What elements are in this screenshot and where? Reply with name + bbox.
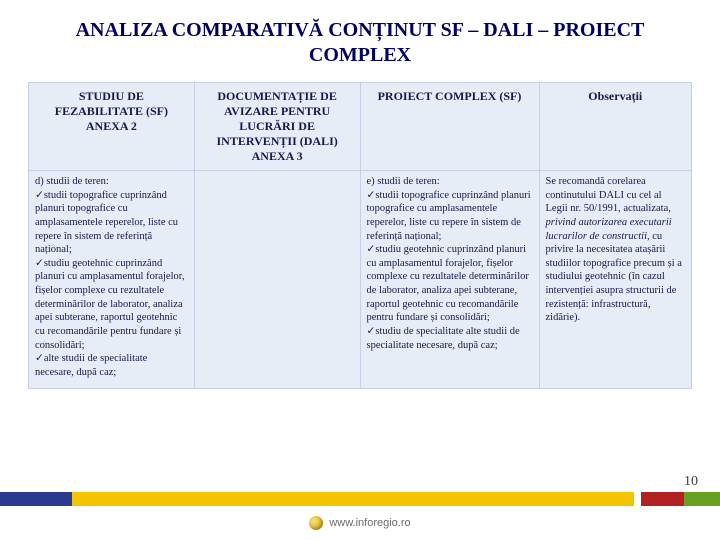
cell-bullet: alte studii de specialitate necesare, du… bbox=[35, 353, 147, 378]
check-icon: ✓ bbox=[35, 257, 44, 269]
cell-proiect: e) studii de teren: ✓studii topografice … bbox=[360, 171, 539, 389]
cell-bullet: studiu geotehnic cuprinzând planuri cu a… bbox=[35, 258, 184, 351]
page-number: 10 bbox=[684, 474, 698, 490]
footer-stripe bbox=[0, 492, 720, 506]
obs-text-c: , cu privire la necesitatea atașării stu… bbox=[546, 231, 682, 324]
cell-bullet: studiu geotehnic cuprinzând planuri cu a… bbox=[367, 244, 529, 323]
footer-logo: www.inforegio.ro bbox=[0, 506, 720, 540]
cell-observatii: Se recomandă corelarea continutului DALI… bbox=[539, 171, 692, 389]
cell-intro: e) studii de teren: bbox=[367, 176, 440, 187]
col-header-dali: DOCUMENTAȚIE DE AVIZARE PENTRU LUCRĂRI D… bbox=[194, 83, 360, 171]
cell-bullet: studii topografice cuprinzând planuri to… bbox=[35, 190, 178, 256]
footer-site-text: www.inforegio.ro bbox=[329, 517, 410, 529]
check-icon: ✓ bbox=[367, 325, 376, 337]
stripe-segment bbox=[684, 492, 720, 506]
table-header-row: STUDIU DE FEZABILITATE (SF) ANEXA 2 DOCU… bbox=[29, 83, 692, 171]
stripe-segment bbox=[634, 492, 641, 506]
cell-sf: d) studii de teren: ✓studii topografice … bbox=[29, 171, 195, 389]
check-icon: ✓ bbox=[35, 189, 44, 201]
obs-text-a: Se recomandă corelarea continutului DALI… bbox=[546, 176, 671, 214]
check-icon: ✓ bbox=[367, 243, 376, 255]
cell-bullet: studii topografice cuprinzând planuri to… bbox=[367, 190, 531, 242]
comparison-table: STUDIU DE FEZABILITATE (SF) ANEXA 2 DOCU… bbox=[28, 82, 692, 389]
stripe-segment bbox=[0, 492, 72, 506]
slide-title: ANALIZA COMPARATIVĂ CONȚINUT SF – DALI –… bbox=[28, 18, 692, 68]
table-row: d) studii de teren: ✓studii topografice … bbox=[29, 171, 692, 389]
col-header-proiect: PROIECT COMPLEX (SF) bbox=[360, 83, 539, 171]
cell-dali bbox=[194, 171, 360, 389]
cell-bullet: studiu de specialitate alte studii de sp… bbox=[367, 326, 520, 351]
slide-footer: www.inforegio.ro bbox=[0, 492, 720, 540]
stripe-segment bbox=[72, 492, 634, 506]
cell-intro: d) studii de teren: bbox=[35, 176, 109, 187]
col-header-sf: STUDIU DE FEZABILITATE (SF) ANEXA 2 bbox=[29, 83, 195, 171]
col-header-observatii: Observații bbox=[539, 83, 692, 171]
stripe-segment bbox=[641, 492, 684, 506]
check-icon: ✓ bbox=[367, 189, 376, 201]
check-icon: ✓ bbox=[35, 352, 44, 364]
logo-dot-icon bbox=[309, 516, 323, 530]
